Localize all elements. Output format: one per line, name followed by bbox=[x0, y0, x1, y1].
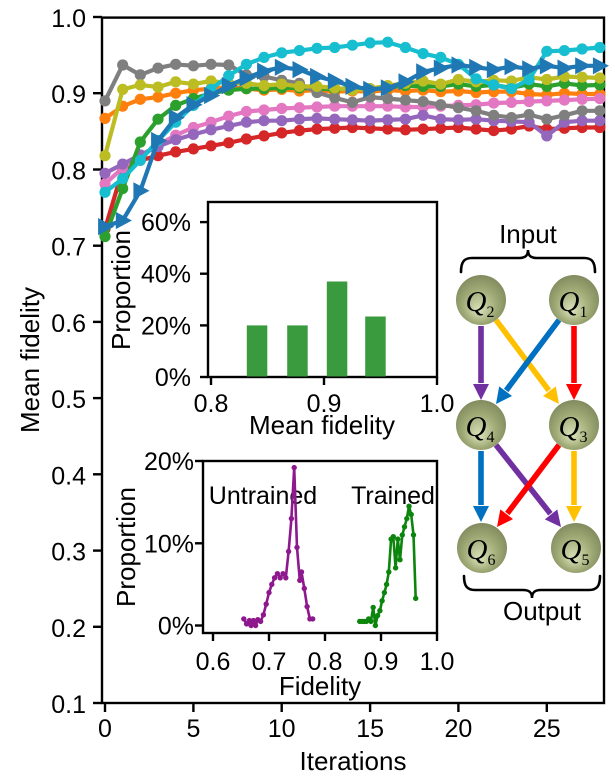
svg-text:0.1: 0.1 bbox=[51, 691, 86, 719]
svg-text:0.9: 0.9 bbox=[307, 390, 342, 418]
svg-text:1.0: 1.0 bbox=[420, 390, 455, 418]
svg-text:10%: 10% bbox=[144, 530, 194, 558]
svg-text:0.5: 0.5 bbox=[51, 386, 86, 414]
svg-text:15: 15 bbox=[356, 715, 384, 743]
svg-text:0.2: 0.2 bbox=[51, 615, 86, 643]
svg-text:Trained: Trained bbox=[351, 482, 435, 510]
svg-text:0.3: 0.3 bbox=[51, 539, 86, 567]
svg-text:Proportion: Proportion bbox=[111, 487, 141, 607]
svg-text:0.7: 0.7 bbox=[252, 648, 287, 676]
svg-text:0%: 0% bbox=[155, 364, 191, 392]
svg-text:20: 20 bbox=[444, 715, 472, 743]
svg-text:0.7: 0.7 bbox=[51, 234, 86, 262]
svg-text:Untrained: Untrained bbox=[209, 482, 317, 510]
svg-text:Mean fidelity: Mean fidelity bbox=[15, 287, 45, 433]
svg-text:Input: Input bbox=[499, 219, 558, 249]
svg-text:Proportion: Proportion bbox=[106, 230, 136, 350]
svg-text:20%: 20% bbox=[144, 448, 194, 476]
svg-text:0.4: 0.4 bbox=[51, 462, 86, 490]
svg-text:10: 10 bbox=[268, 715, 296, 743]
svg-text:0.9: 0.9 bbox=[51, 81, 86, 109]
svg-text:0%: 0% bbox=[158, 613, 194, 641]
svg-text:Q1: Q1 bbox=[559, 286, 588, 321]
svg-text:Iterations: Iterations bbox=[300, 746, 407, 776]
svg-text:0.6: 0.6 bbox=[51, 310, 86, 338]
svg-text:20%: 20% bbox=[141, 312, 191, 340]
svg-text:40%: 40% bbox=[141, 261, 191, 289]
svg-text:60%: 60% bbox=[141, 209, 191, 237]
svg-text:0.8: 0.8 bbox=[194, 390, 229, 418]
svg-text:25: 25 bbox=[533, 715, 561, 743]
svg-text:0.6: 0.6 bbox=[196, 648, 231, 676]
svg-text:1.0: 1.0 bbox=[420, 648, 455, 676]
svg-text:1.0: 1.0 bbox=[51, 5, 86, 33]
svg-text:Output: Output bbox=[503, 596, 582, 626]
svg-text:5: 5 bbox=[186, 715, 200, 743]
svg-text:0.8: 0.8 bbox=[308, 648, 343, 676]
svg-text:0: 0 bbox=[98, 715, 112, 743]
svg-text:0.8: 0.8 bbox=[51, 158, 86, 186]
svg-text:Fidelity: Fidelity bbox=[279, 671, 361, 701]
svg-text:0.9: 0.9 bbox=[364, 648, 399, 676]
svg-text:Mean fidelity: Mean fidelity bbox=[249, 410, 395, 440]
